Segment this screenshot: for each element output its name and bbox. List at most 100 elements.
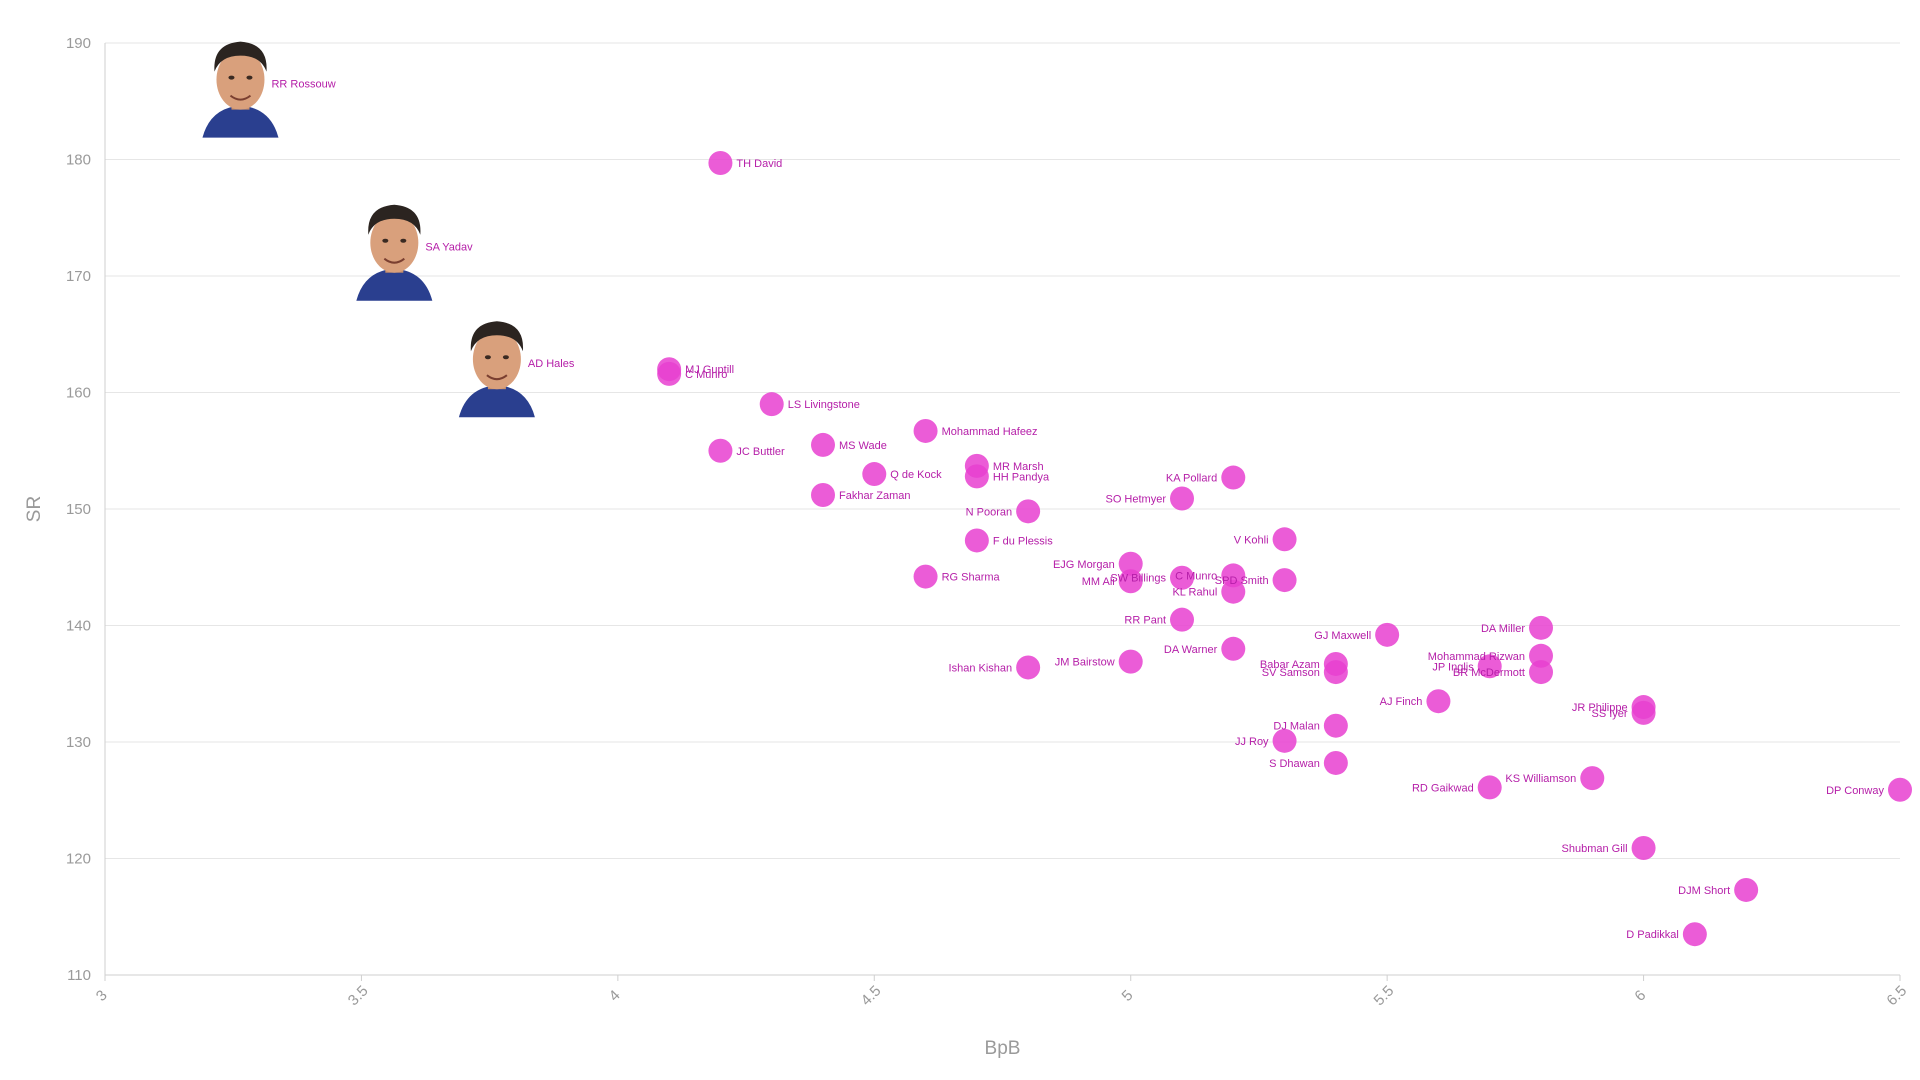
- point-label: MS Wade: [839, 440, 887, 452]
- data-point[interactable]: [1426, 689, 1451, 714]
- point-label: Babar Azam: [1260, 659, 1320, 671]
- point-label: Mohammad Hafeez: [942, 426, 1038, 438]
- data-point[interactable]: [1477, 775, 1502, 800]
- data-point[interactable]: [657, 361, 682, 386]
- player-photo: [356, 204, 433, 301]
- x-tick-label: 3: [93, 987, 111, 1005]
- point-label: KA Pollard: [1166, 473, 1217, 485]
- point-label: RR Pant: [1124, 615, 1166, 627]
- player-photo: [202, 41, 279, 138]
- point-label: AD Hales: [528, 358, 575, 370]
- data-point[interactable]: [708, 150, 733, 175]
- data-point[interactable]: [1375, 622, 1400, 647]
- point-label: C Munro: [685, 369, 727, 381]
- y-tick-label: 160: [66, 385, 91, 402]
- point-label: RR Rossouw: [271, 79, 335, 91]
- data-point[interactable]: [913, 564, 938, 589]
- player-photo: [458, 321, 535, 418]
- point-label: MR Marsh: [993, 461, 1044, 473]
- data-point[interactable]: [1682, 922, 1707, 947]
- point-label: SO Hetmyer: [1105, 494, 1166, 506]
- point-label: SW Billings: [1110, 573, 1166, 585]
- point-label: SPD Smith: [1215, 575, 1269, 587]
- data-point[interactable]: [1272, 728, 1297, 753]
- data-point[interactable]: [1631, 700, 1656, 725]
- point-label: Mohammad Rizwan: [1428, 651, 1525, 663]
- x-tick-label: 6: [1631, 987, 1649, 1005]
- point-label: S Dhawan: [1269, 758, 1320, 770]
- x-tick-label: 4: [606, 987, 624, 1005]
- point-label: F du Plessis: [993, 535, 1053, 547]
- point-label: JR Philippe: [1572, 702, 1628, 714]
- data-point[interactable]: [1221, 465, 1246, 490]
- data-point[interactable]: [1118, 569, 1143, 594]
- point-label: HH Pandya: [993, 471, 1050, 483]
- x-tick-label: 3.5: [345, 982, 372, 1009]
- data-point[interactable]: [1170, 565, 1194, 590]
- data-point[interactable]: [1221, 636, 1246, 661]
- data-point[interactable]: [1529, 660, 1553, 685]
- point-label: JJ Roy: [1235, 736, 1269, 748]
- x-axis-title: BpB: [985, 1038, 1021, 1059]
- point-label: DA Warner: [1164, 644, 1218, 656]
- data-point[interactable]: [759, 392, 784, 417]
- x-tick-label: 4.5: [858, 982, 885, 1009]
- point-label: TH David: [736, 158, 782, 170]
- y-tick-label: 120: [66, 851, 91, 868]
- data-point[interactable]: [708, 438, 733, 463]
- data-point[interactable]: [1118, 649, 1143, 674]
- point-label: V Kohli: [1234, 534, 1269, 546]
- point-label: DA Miller: [1481, 623, 1525, 635]
- point-label: SA Yadav: [425, 242, 473, 254]
- data-point[interactable]: [1016, 655, 1041, 680]
- data-point[interactable]: [1272, 527, 1297, 552]
- point-label: Ishan Kishan: [949, 662, 1013, 674]
- data-point[interactable]: [1477, 654, 1502, 679]
- data-point[interactable]: [1631, 836, 1656, 861]
- y-tick-label: 110: [67, 967, 91, 984]
- data-point[interactable]: [1221, 579, 1246, 604]
- point-label: BR McDermott: [1453, 667, 1525, 679]
- x-tick-label: 5.5: [1371, 982, 1398, 1009]
- point-label: DJM Short: [1678, 885, 1730, 897]
- point-label: Fakhar Zaman: [839, 490, 911, 502]
- data-point[interactable]: [1323, 660, 1348, 685]
- point-label: LS Livingstone: [788, 399, 860, 411]
- point-label: JC Buttler: [736, 446, 785, 458]
- point-label: RD Gaikwad: [1412, 782, 1474, 794]
- axes: 110 120 130 140 150 160 170 180 190 3 3.5 4 4.5 5 5.5 6…: [66, 35, 1910, 1009]
- data-point[interactable]: [1272, 568, 1297, 593]
- point-label: KS Williamson: [1505, 773, 1576, 785]
- data-point[interactable]: [811, 432, 835, 457]
- data-point[interactable]: [913, 418, 938, 443]
- data-point[interactable]: [1734, 877, 1759, 902]
- data-point[interactable]: [1323, 750, 1348, 775]
- data-point[interactable]: [1529, 615, 1553, 640]
- data-point[interactable]: [1170, 607, 1194, 632]
- point-label: SS Iyer: [1591, 708, 1627, 720]
- data-point[interactable]: [1170, 486, 1194, 511]
- point-label: MJ Guptill: [685, 364, 734, 376]
- x-tick-label: 6.5: [1883, 982, 1910, 1009]
- point-label: KL Rahul: [1172, 587, 1217, 599]
- y-tick-label: 180: [66, 152, 91, 169]
- data-point[interactable]: [1580, 766, 1605, 791]
- point-label: EJG Morgan: [1053, 559, 1115, 571]
- data-point[interactable]: [1118, 551, 1143, 576]
- data-point[interactable]: [964, 464, 989, 489]
- data-point[interactable]: [1888, 777, 1912, 802]
- data-point[interactable]: [1323, 713, 1348, 738]
- data-point[interactable]: [811, 483, 835, 508]
- data-point[interactable]: [862, 462, 887, 487]
- data-labels: RR Rossouw SA Yadav AD Hales TH David MJ Gup…: [271, 79, 1884, 942]
- y-tick-label: 150: [66, 501, 91, 518]
- point-label: Q de Kock: [890, 469, 942, 481]
- point-label: DJ Malan: [1273, 721, 1319, 733]
- y-tick-label: 140: [66, 618, 91, 635]
- data-point[interactable]: [964, 528, 989, 553]
- point-label: D Padikkal: [1626, 929, 1679, 941]
- data-point[interactable]: [1016, 499, 1041, 524]
- y-tick-label: 130: [66, 734, 91, 751]
